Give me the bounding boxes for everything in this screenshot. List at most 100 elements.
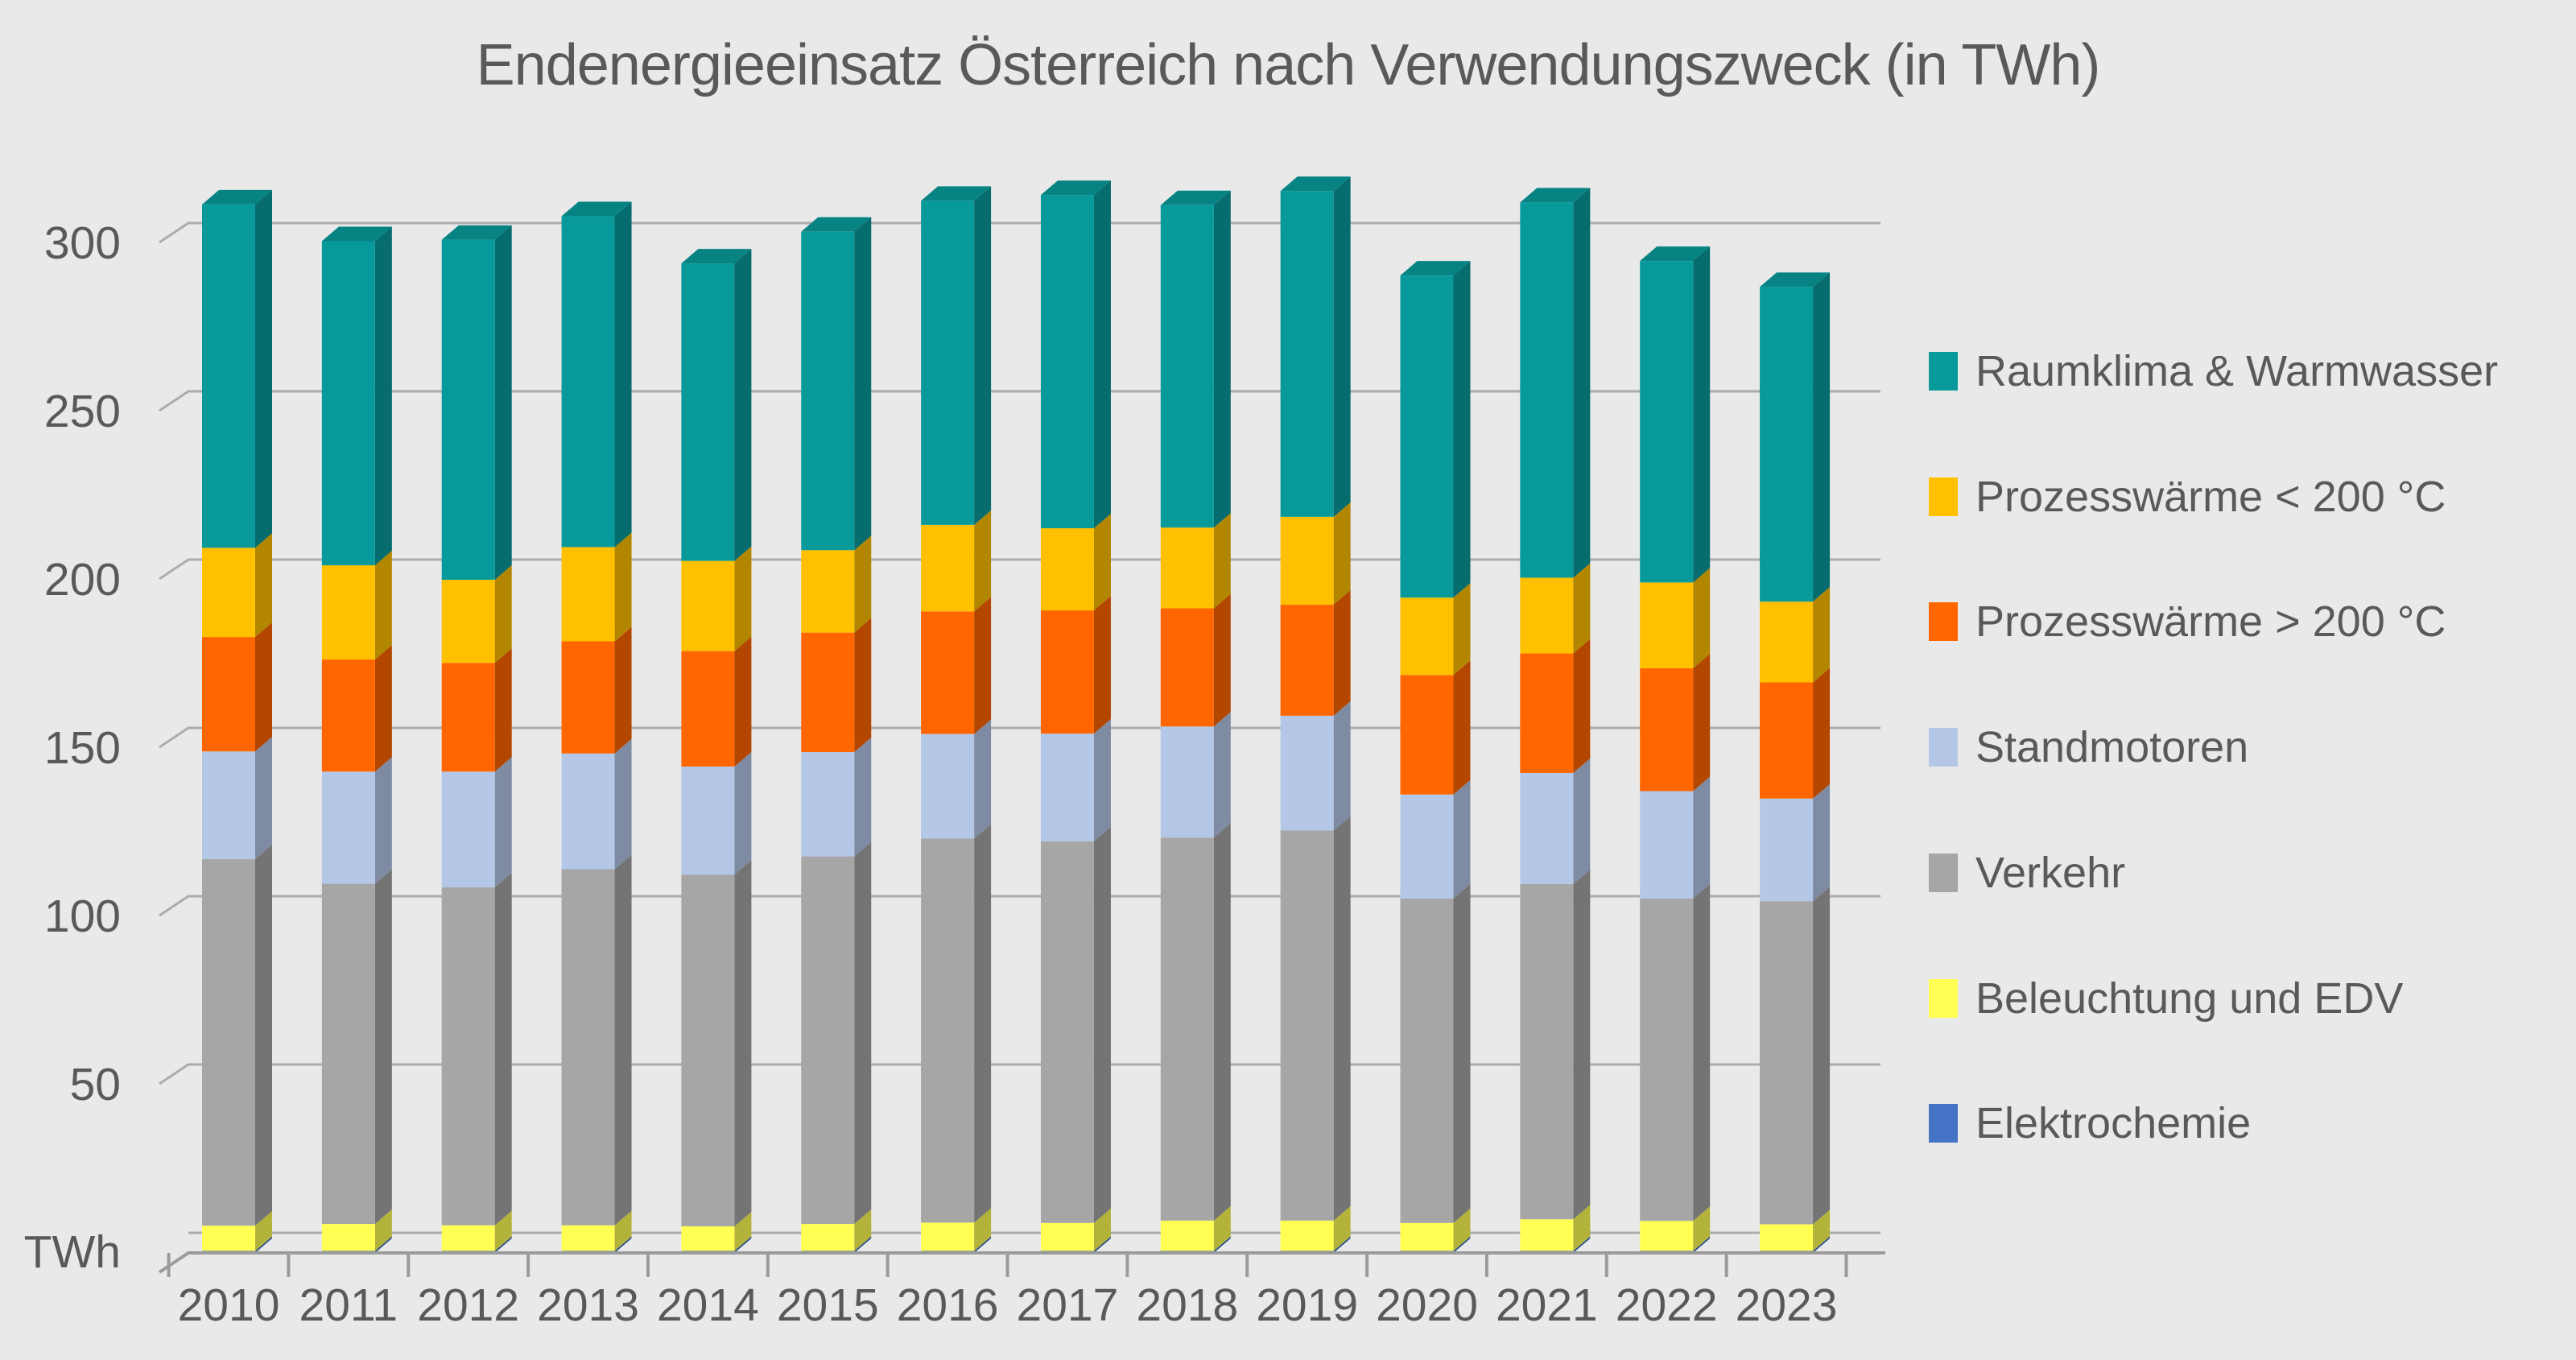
bar-segment-side-2021-beleuchtung [1573,1205,1591,1251]
bar-segment-side-2010-elektrochemie [255,1236,272,1253]
bar-segment-2010-raumklima [202,204,255,548]
bar-segment-2016-beleuchtung [921,1222,975,1251]
x-tick-label-2021: 2021 [1496,1279,1598,1331]
bar-segment-side-2012-beleuchtung [494,1210,512,1251]
x-tick-label-2011: 2011 [299,1279,398,1331]
legend-item-standmotoren: Standmotoren [1929,723,2249,771]
bar-segment-2023-verkehr [1760,901,1814,1225]
bar-segment-side-2020-prozess_lt200 [1453,583,1471,676]
bar-segment-side-2011-elektrochemie [374,1236,392,1253]
bar-segment-2020-prozess_gt200 [1400,675,1454,795]
bar-segment-2014-beleuchtung [681,1226,735,1251]
bar-segment-2016-raumklima [921,200,975,525]
bar-segment-2023-prozess_lt200 [1760,601,1814,683]
bar-segment-top-2014-raumklima [681,249,752,264]
bar-segment-2019-verkehr [1280,830,1334,1221]
bar-segment-2020-prozess_lt200 [1400,597,1454,676]
bar-segment-side-2021-verkehr [1573,869,1591,1220]
bar-segment-side-2021-standmotoren [1573,758,1591,884]
bar-segment-2012-prozess_lt200 [441,580,495,663]
bar-segment-side-2016-standmotoren [974,719,992,839]
bar-segment-top-2016-raumklima [921,186,992,201]
legend-item-prozess_lt200: Prozesswärme < 200 °C [1929,473,2446,521]
bar-segment-2015-standmotoren [801,752,855,857]
bar-segment-2020-raumklima [1400,275,1454,598]
bar-segment-2010-prozess_lt200 [202,548,255,638]
bar-segment-2012-prozess_gt200 [441,663,495,772]
bar-2018 [1160,190,1231,1253]
bar-segment-side-2018-verkehr [1213,823,1231,1221]
bar-segment-side-2015-elektrochemie [854,1236,872,1253]
bar-segment-2016-standmotoren [921,734,975,839]
bar-segment-side-2021-elektrochemie [1573,1236,1591,1253]
bar-segment-side-2023-raumklima [1813,272,1831,602]
bar-2019 [1280,176,1351,1253]
legend-item-elektrochemie: Elektrochemie [1929,1099,2252,1147]
bar-2017 [1040,180,1111,1253]
bar-segment-2018-raumklima [1160,205,1214,528]
bar-segment-side-2015-prozess_lt200 [854,535,872,633]
bar-segment-2011-prozess_lt200 [321,565,375,660]
x-tick-label-2023: 2023 [1736,1279,1838,1331]
legend-item-prozess_gt200: Prozesswärme > 200 °C [1929,597,2446,646]
bar-segment-top-2017-raumklima [1040,180,1111,196]
bar-segment-2018-beleuchtung [1160,1220,1214,1251]
bar-segment-top-2012-raumklima [441,225,512,240]
bar-segment-side-2023-prozess_lt200 [1813,587,1831,683]
bar-segment-side-2010-beleuchtung [255,1211,272,1251]
bar-segment-2014-verkehr [681,874,735,1226]
bar-segment-2010-verkehr [202,858,255,1226]
bar-segment-side-2012-raumklima [494,225,512,580]
bar-segment-side-2012-standmotoren [494,757,512,888]
bar-segment-side-2022-elektrochemie [1693,1236,1711,1253]
bar-segment-side-2020-prozess_gt200 [1453,660,1471,795]
bar-segment-2018-verkehr [1160,837,1214,1221]
x-tick-label-2010: 2010 [178,1279,280,1331]
bar-segment-2018-standmotoren [1160,726,1214,838]
bar-segment-2011-beleuchtung [321,1224,375,1251]
bar-segment-2023-beleuchtung [1760,1224,1814,1251]
bar-segment-side-2022-prozess_gt200 [1693,653,1711,792]
bar-segment-side-2022-raumklima [1693,246,1711,583]
bar-segment-side-2013-beleuchtung [614,1210,632,1251]
bar-segment-2022-beleuchtung [1640,1221,1694,1251]
legend-label-elektrochemie: Elektrochemie [1975,1099,2252,1147]
gridline-300 [159,221,1880,244]
bar-segment-2017-standmotoren [1040,734,1094,841]
bar-segment-2012-standmotoren [441,771,495,888]
bar-segment-2013-raumklima [561,216,615,548]
legend-label-standmotoren: Standmotoren [1975,723,2249,771]
legend-item-verkehr: Verkehr [1929,849,2125,897]
bar-segment-side-2017-elektrochemie [1093,1236,1111,1253]
bar-segment-2017-prozess_gt200 [1040,610,1094,734]
bar-segment-side-2011-raumklima [374,226,392,566]
bar-segment-side-2013-prozess_gt200 [614,626,632,754]
bar-2022 [1640,246,1711,1253]
bar-2012 [441,225,512,1253]
bar-segment-2019-raumklima [1280,191,1334,517]
bar-segment-side-2013-standmotoren [614,738,632,870]
bar-segment-side-2011-verkehr [374,869,392,1225]
legend-swatch-prozess_gt200 [1929,602,1958,641]
bar-segment-2013-prozess_gt200 [561,641,615,754]
legend-swatch-elektrochemie [1929,1104,1958,1143]
bar-segment-side-2020-verkehr [1453,883,1471,1223]
x-tick-label-2022: 2022 [1616,1279,1718,1331]
bar-segment-2015-raumklima [801,231,855,551]
legend-label-prozess_lt200: Prozesswärme < 200 °C [1975,473,2446,521]
bar-segment-side-2020-standmotoren [1453,779,1471,899]
bar-segment-2014-standmotoren [681,766,735,875]
bar-segment-side-2022-beleuchtung [1693,1206,1711,1251]
bar-segment-side-2016-prozess_gt200 [974,597,992,734]
bar-segment-2021-prozess_gt200 [1520,653,1574,773]
bar-segment-side-2017-beleuchtung [1093,1208,1111,1251]
bar-segment-side-2020-beleuchtung [1453,1208,1471,1251]
bar-segment-side-2013-verkehr [614,854,632,1226]
legend-swatch-standmotoren [1929,728,1958,767]
bar-segment-2019-standmotoren [1280,715,1334,831]
bar-segment-top-2021-raumklima [1520,188,1591,203]
legend-swatch-prozess_lt200 [1929,477,1958,516]
bar-segment-side-2019-elektrochemie [1333,1236,1351,1253]
gridline-200 [159,558,1880,581]
